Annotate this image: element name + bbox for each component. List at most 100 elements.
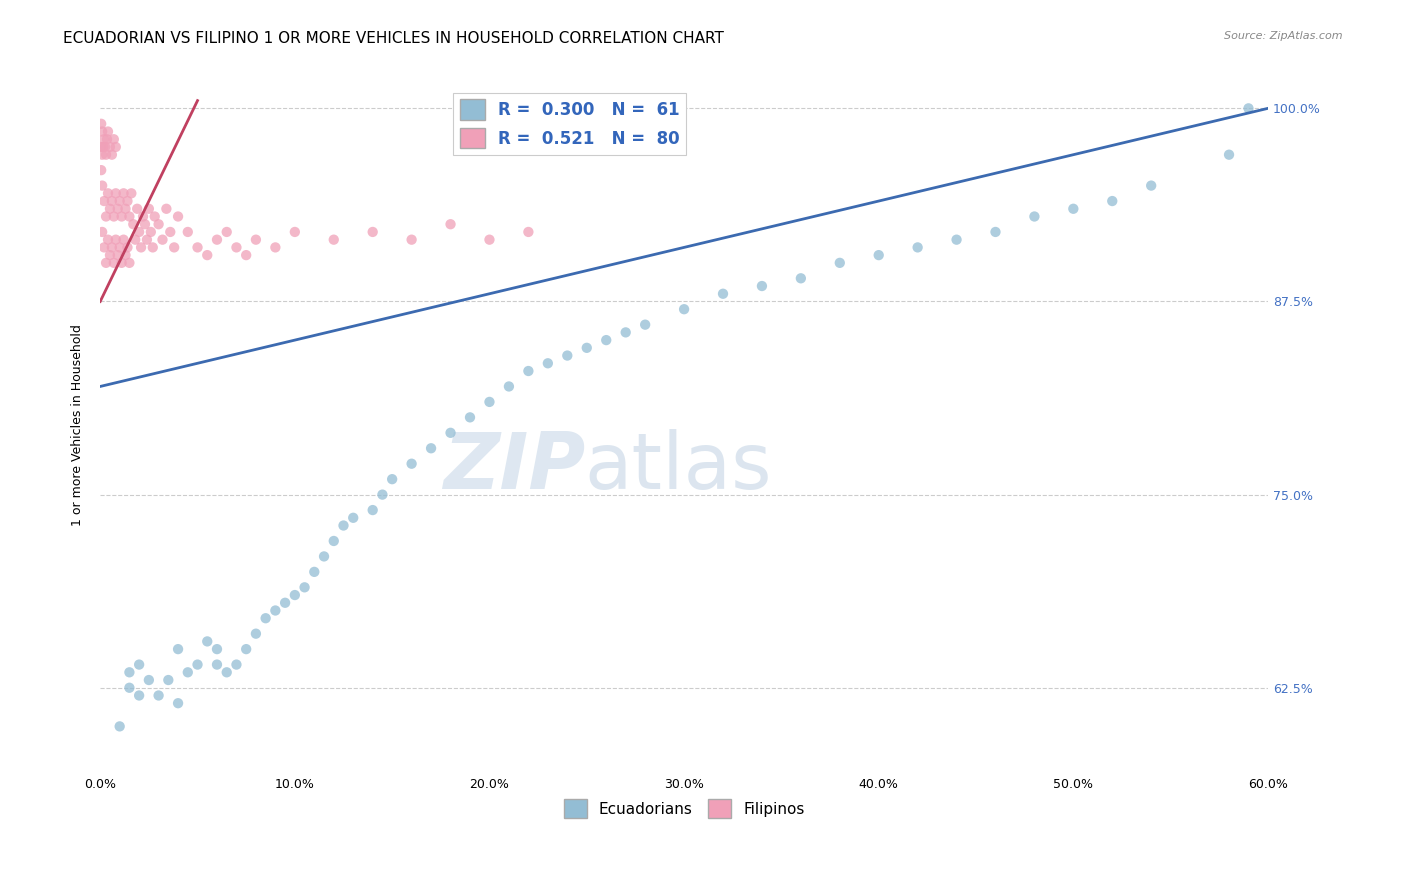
Point xyxy=(195,634,218,648)
Point xyxy=(111,256,134,270)
Point xyxy=(361,503,384,517)
Point xyxy=(128,689,150,703)
Point xyxy=(94,147,117,161)
Point xyxy=(868,248,890,262)
Point xyxy=(91,225,114,239)
Point xyxy=(595,333,617,347)
Point xyxy=(94,256,117,270)
Point xyxy=(205,233,228,247)
Point xyxy=(245,233,267,247)
Point xyxy=(264,240,287,254)
Point xyxy=(143,210,166,224)
Point xyxy=(828,256,851,270)
Point xyxy=(167,210,190,224)
Point xyxy=(458,410,481,425)
Point xyxy=(235,642,257,657)
Point xyxy=(751,279,773,293)
Point xyxy=(117,240,139,254)
Point xyxy=(111,210,134,224)
Point xyxy=(984,225,1007,239)
Point xyxy=(401,457,423,471)
Point xyxy=(478,395,501,409)
Point xyxy=(1101,194,1123,208)
Point xyxy=(284,225,307,239)
Point xyxy=(129,240,152,254)
Point xyxy=(186,240,208,254)
Point xyxy=(91,147,114,161)
Point xyxy=(790,271,813,285)
Text: ZIP: ZIP xyxy=(443,429,585,505)
Point xyxy=(322,533,344,548)
Point xyxy=(118,256,141,270)
Point xyxy=(114,248,136,262)
Point xyxy=(94,210,117,224)
Point xyxy=(614,326,637,340)
Point xyxy=(157,673,180,687)
Point xyxy=(245,626,267,640)
Point xyxy=(112,186,135,201)
Point xyxy=(118,681,141,695)
Point xyxy=(264,603,287,617)
Point xyxy=(93,194,115,208)
Y-axis label: 1 or more Vehicles in Household: 1 or more Vehicles in Household xyxy=(72,324,84,526)
Point xyxy=(96,132,118,146)
Point xyxy=(439,425,461,440)
Point xyxy=(155,202,177,216)
Point xyxy=(108,719,131,733)
Point xyxy=(90,163,112,178)
Point xyxy=(215,665,238,680)
Point xyxy=(439,217,461,231)
Point xyxy=(117,194,139,208)
Point xyxy=(101,147,124,161)
Point xyxy=(159,225,181,239)
Point xyxy=(294,580,316,594)
Point xyxy=(163,240,186,254)
Point xyxy=(103,132,125,146)
Point xyxy=(167,696,190,710)
Point xyxy=(135,233,157,247)
Point xyxy=(322,233,344,247)
Point xyxy=(205,657,228,672)
Point xyxy=(177,665,200,680)
Point xyxy=(498,379,520,393)
Point xyxy=(120,186,142,201)
Point xyxy=(93,240,115,254)
Point xyxy=(104,186,127,201)
Point xyxy=(225,657,247,672)
Point xyxy=(420,442,443,456)
Point xyxy=(537,356,560,370)
Point xyxy=(312,549,335,564)
Point xyxy=(1218,147,1240,161)
Point xyxy=(711,286,734,301)
Point xyxy=(128,225,150,239)
Point xyxy=(122,217,145,231)
Point xyxy=(1024,210,1046,224)
Point xyxy=(342,510,364,524)
Point xyxy=(128,657,150,672)
Point xyxy=(284,588,307,602)
Point xyxy=(225,240,247,254)
Point xyxy=(304,565,326,579)
Point xyxy=(274,596,297,610)
Point xyxy=(401,233,423,247)
Point xyxy=(93,132,115,146)
Point xyxy=(98,797,121,811)
Point xyxy=(907,240,929,254)
Point xyxy=(254,611,277,625)
Point xyxy=(90,140,112,154)
Point xyxy=(478,233,501,247)
Point xyxy=(103,210,125,224)
Point xyxy=(127,202,149,216)
Point xyxy=(139,225,162,239)
Point xyxy=(118,665,141,680)
Point xyxy=(97,124,120,138)
Point xyxy=(118,210,141,224)
Point xyxy=(1140,178,1163,193)
Point xyxy=(215,225,238,239)
Point xyxy=(555,349,578,363)
Point xyxy=(332,518,354,533)
Point xyxy=(124,233,146,247)
Text: atlas: atlas xyxy=(585,429,772,505)
Point xyxy=(235,248,257,262)
Point xyxy=(114,202,136,216)
